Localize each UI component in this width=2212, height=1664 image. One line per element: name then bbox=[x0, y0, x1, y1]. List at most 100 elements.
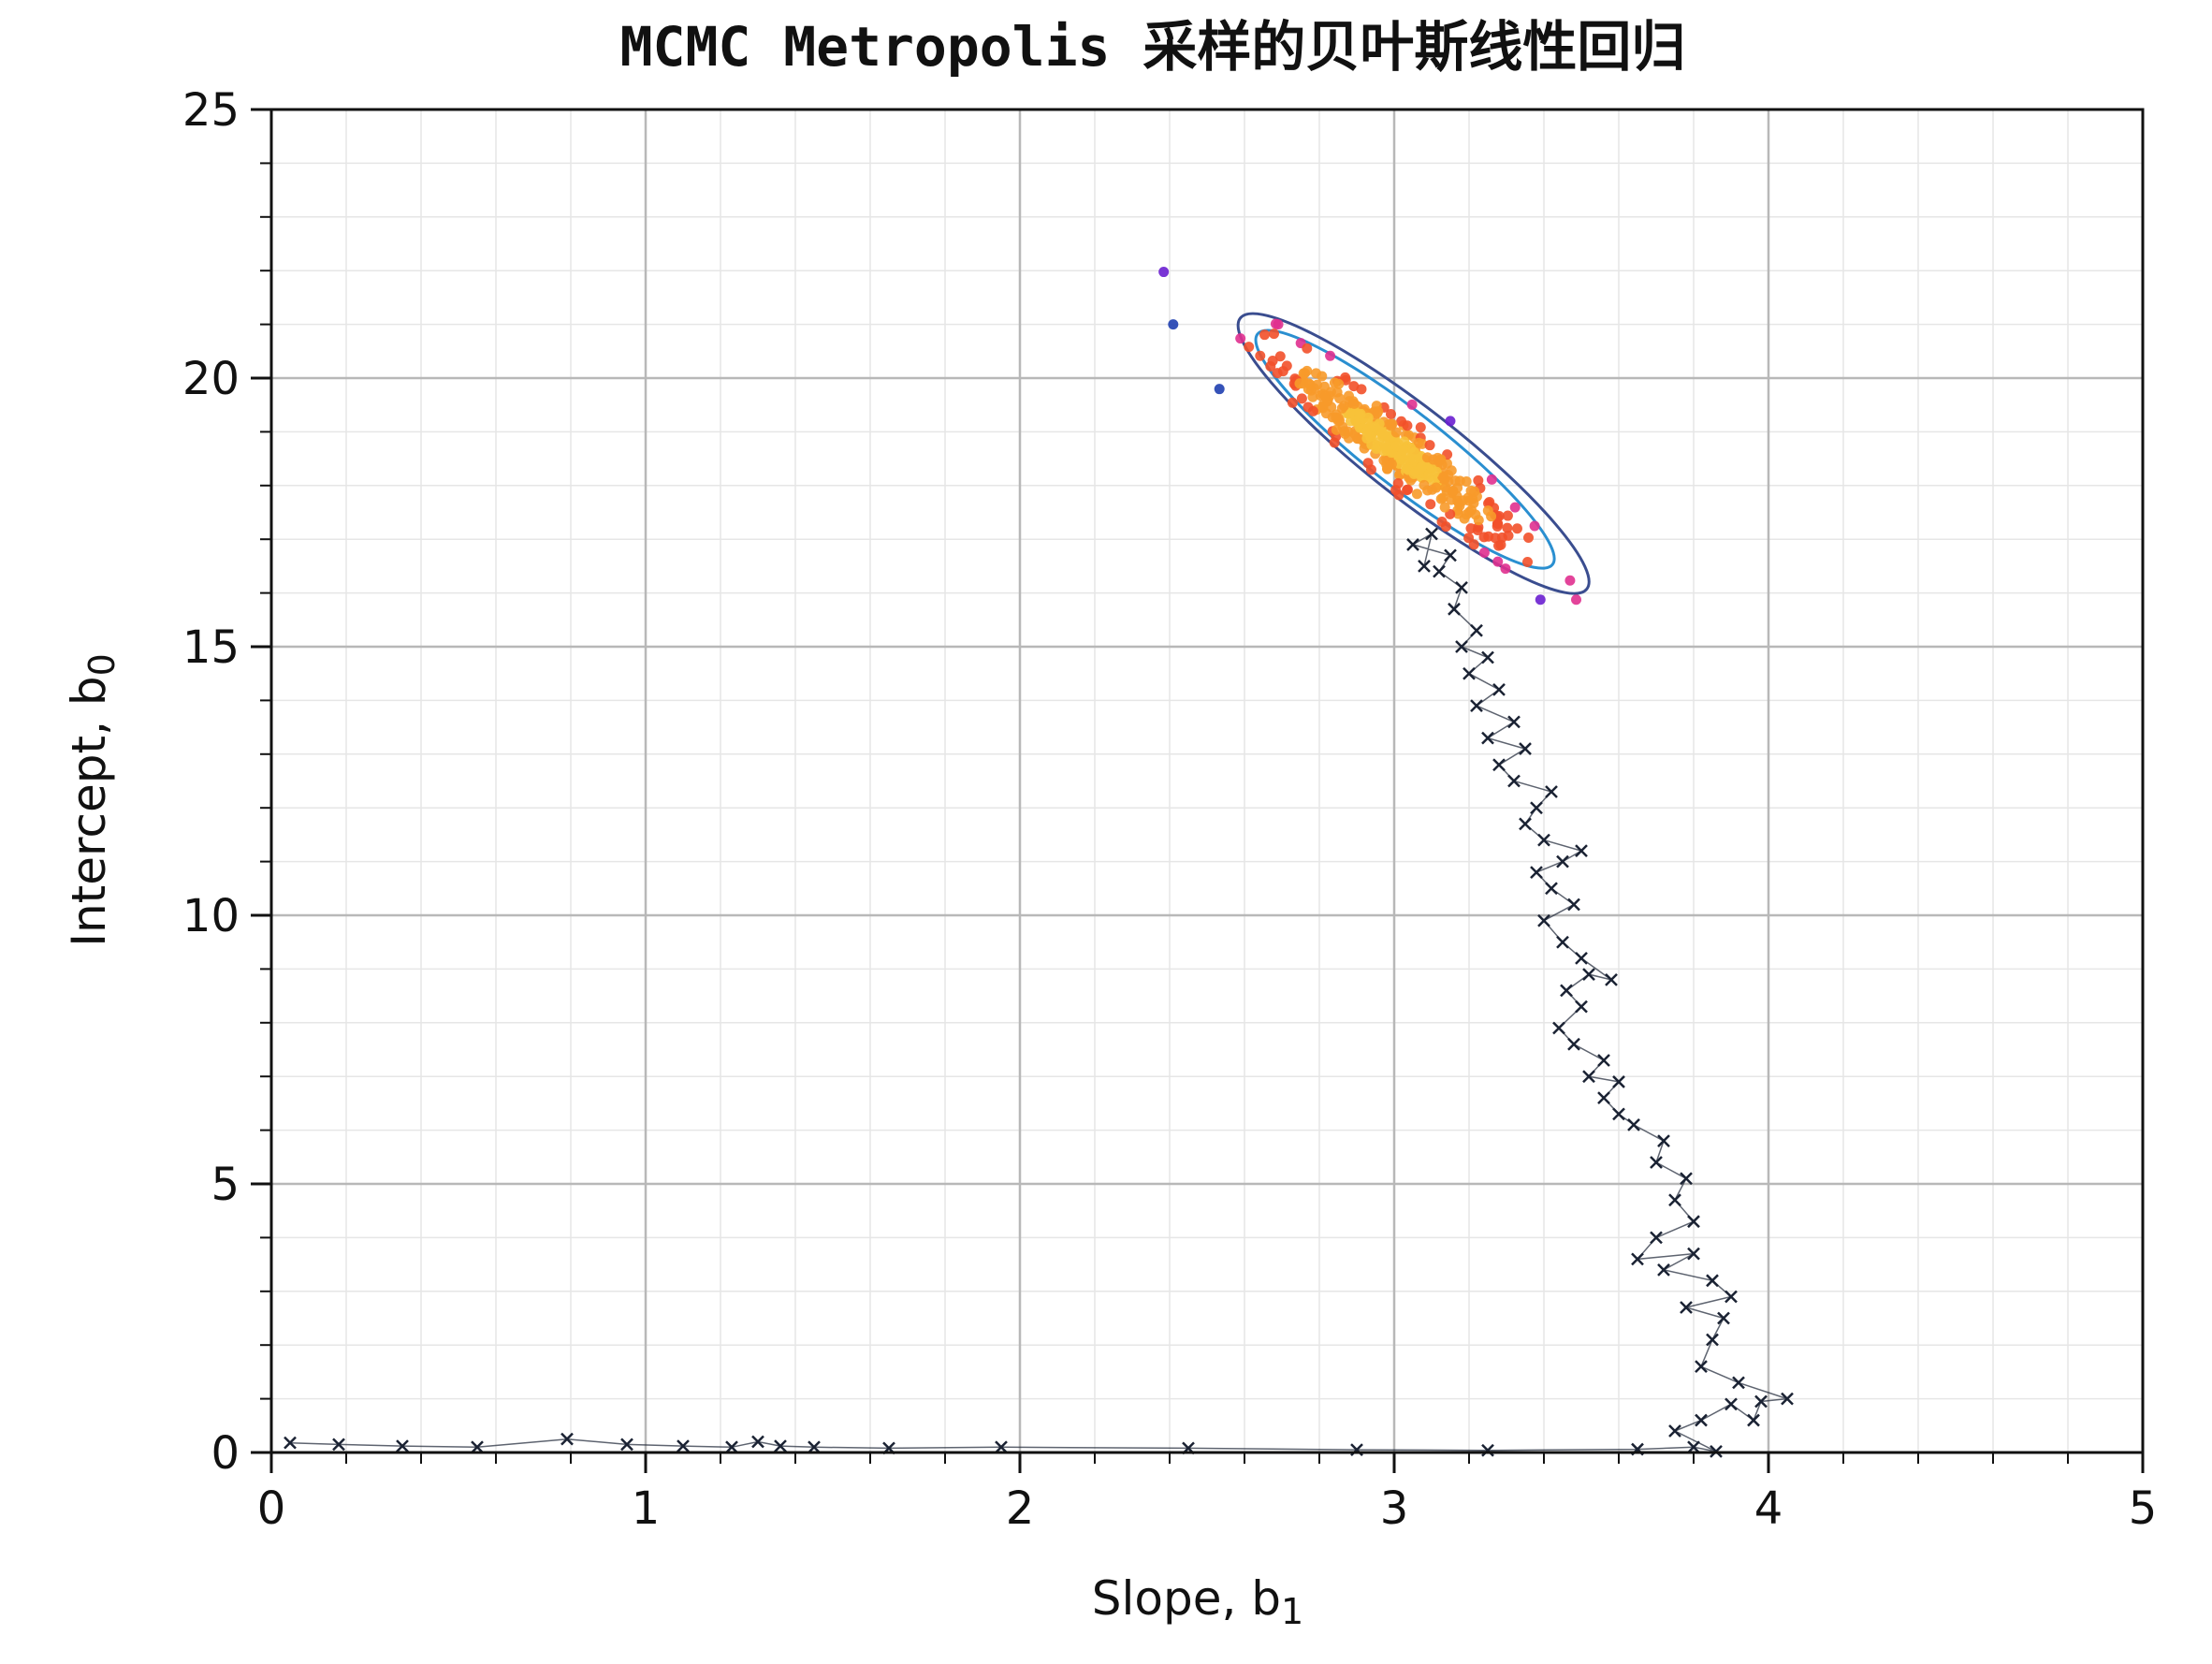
posterior-sample-point bbox=[1317, 371, 1328, 382]
posterior-sample-point bbox=[1509, 502, 1521, 513]
y-tick-label: 0 bbox=[211, 1427, 240, 1480]
x-tick-label: 5 bbox=[2129, 1482, 2158, 1535]
mcmc-sample-marker bbox=[1567, 1037, 1580, 1051]
mcmc-sample-marker bbox=[332, 1438, 345, 1452]
mcmc-sample-marker bbox=[396, 1439, 409, 1452]
mcmc-sample-marker bbox=[1612, 1075, 1625, 1088]
posterior-sample-point bbox=[1415, 422, 1426, 433]
posterior-sample-point bbox=[1214, 384, 1225, 395]
mcmc-sample-marker bbox=[1507, 715, 1521, 729]
mcmc-sample-marker bbox=[1537, 833, 1550, 847]
mcmc-sample-marker bbox=[1687, 1215, 1700, 1229]
posterior-sample-point bbox=[1415, 462, 1426, 474]
y-tick-label: 10 bbox=[182, 890, 240, 942]
x-tick-label: 4 bbox=[1754, 1482, 1783, 1535]
posterior-sample-point bbox=[1438, 473, 1449, 484]
posterior-sample-point bbox=[1329, 437, 1340, 448]
mcmc-sample-marker bbox=[284, 1436, 297, 1450]
posterior-sample-point bbox=[1274, 351, 1286, 362]
posterior-sample-point bbox=[1522, 557, 1534, 568]
posterior-sample-point bbox=[1469, 486, 1480, 497]
mcmc-sample-marker bbox=[1747, 1413, 1760, 1427]
posterior-sample-point bbox=[1490, 533, 1501, 544]
mcmc-sample-marker bbox=[1706, 1333, 1719, 1347]
mcmc-sample-marker bbox=[1492, 758, 1506, 772]
posterior-sample-point bbox=[1492, 556, 1504, 567]
posterior-sample-point bbox=[1331, 424, 1342, 435]
mcmc-sample-marker bbox=[1575, 952, 1588, 965]
posterior-sample-point bbox=[1331, 412, 1342, 423]
mcmc-sample-marker bbox=[560, 1432, 574, 1446]
posterior-sample-point bbox=[1495, 539, 1506, 550]
mcmc-sample-marker bbox=[1724, 1397, 1738, 1411]
mcmc-sample-marker bbox=[1706, 1274, 1719, 1288]
mcmc-sample-marker bbox=[1470, 699, 1483, 713]
y-tick-label: 5 bbox=[211, 1159, 240, 1211]
posterior-sample-point bbox=[1424, 440, 1435, 451]
posterior-contour-outer bbox=[1236, 312, 1591, 595]
mcmc-sample-marker bbox=[1492, 683, 1506, 696]
mcmc-sample-marker bbox=[1724, 1290, 1738, 1304]
mcmc-sample-marker bbox=[471, 1440, 484, 1454]
mcmc-sample-marker bbox=[1680, 1172, 1693, 1186]
mcmc-sample-marker bbox=[1556, 935, 1569, 949]
mcmc-sample-marker bbox=[1507, 774, 1521, 788]
mcmc-sample-marker bbox=[1444, 548, 1457, 562]
posterior-sample-point bbox=[1406, 399, 1418, 410]
posterior-sample-point bbox=[1503, 530, 1514, 541]
mcmc-sample-marker bbox=[1575, 844, 1588, 858]
posterior-sample-point bbox=[1482, 505, 1493, 517]
mcmc-sample-marker bbox=[1612, 1107, 1625, 1121]
posterior-sample-point bbox=[1486, 474, 1497, 485]
mcmc-sample-marker bbox=[1597, 1054, 1610, 1067]
posterior-sample-point bbox=[1446, 465, 1457, 476]
posterior-sample-point bbox=[1168, 319, 1179, 330]
mcmc-sample-marker bbox=[1695, 1413, 1708, 1427]
posterior-sample-point bbox=[1441, 485, 1452, 496]
mcmc-sample-marker bbox=[1406, 538, 1419, 551]
posterior-sample-point bbox=[1281, 360, 1292, 372]
mcmc-sample-marker bbox=[1433, 564, 1446, 578]
mcmc-sample-marker bbox=[1418, 560, 1431, 573]
mcmc-sample-marker bbox=[1530, 866, 1543, 879]
posterior-sample-point bbox=[1502, 522, 1513, 533]
posterior-sample-point bbox=[1372, 408, 1383, 419]
mcmc-sample-marker bbox=[1631, 1252, 1644, 1266]
posterior-sample-point bbox=[1320, 408, 1332, 419]
mcmc-sample-marker bbox=[808, 1440, 821, 1454]
posterior-sample-point bbox=[1356, 384, 1367, 395]
posterior-sample-point bbox=[1411, 489, 1422, 500]
plot-area: 0 1 2 3 4 5 0 5 10 15 20 25 bbox=[182, 84, 2157, 1535]
posterior-sample-point bbox=[1267, 355, 1278, 366]
posterior-sample-point bbox=[1377, 429, 1389, 440]
mcmc-sample-marker bbox=[1717, 1311, 1730, 1325]
mcmc-sample-marker bbox=[725, 1440, 738, 1454]
posterior-sample-point bbox=[1393, 489, 1404, 501]
mcmc-sample-marker bbox=[1680, 1301, 1693, 1314]
mcmc-sample-marker bbox=[1657, 1134, 1670, 1147]
posterior-sample-point bbox=[1522, 532, 1534, 543]
mcmc-sample-marker bbox=[1425, 527, 1438, 541]
posterior-sample-point bbox=[1355, 408, 1366, 419]
posterior-sample-point bbox=[1431, 482, 1442, 493]
mcmc-sample-marker bbox=[1687, 1440, 1700, 1454]
mcmc-sample-marker bbox=[1597, 1091, 1610, 1105]
x-axis-label: Slope, b1 bbox=[1092, 1571, 1303, 1632]
mcmc-sample-marker bbox=[1519, 817, 1532, 831]
plot-frame bbox=[269, 108, 2145, 1454]
y-tick-label: 25 bbox=[182, 84, 240, 137]
mcmc-sample-marker bbox=[1545, 882, 1558, 896]
posterior-sample-point bbox=[1446, 494, 1457, 505]
posterior-sample-point bbox=[1371, 443, 1382, 454]
mcmc-sample-marker bbox=[1627, 1117, 1640, 1131]
mcmc-sample-marker bbox=[1668, 1193, 1681, 1207]
posterior-sample-point bbox=[1449, 475, 1461, 487]
mcmc-sample-marker bbox=[1687, 1247, 1700, 1261]
mcmc-sample-marker bbox=[1605, 972, 1618, 986]
mcmc-sample-marker bbox=[1781, 1392, 1794, 1406]
posterior-sample-point bbox=[1463, 533, 1475, 544]
posterior-sample-point bbox=[1529, 520, 1540, 532]
mcmc-sample-marker bbox=[1754, 1394, 1768, 1409]
